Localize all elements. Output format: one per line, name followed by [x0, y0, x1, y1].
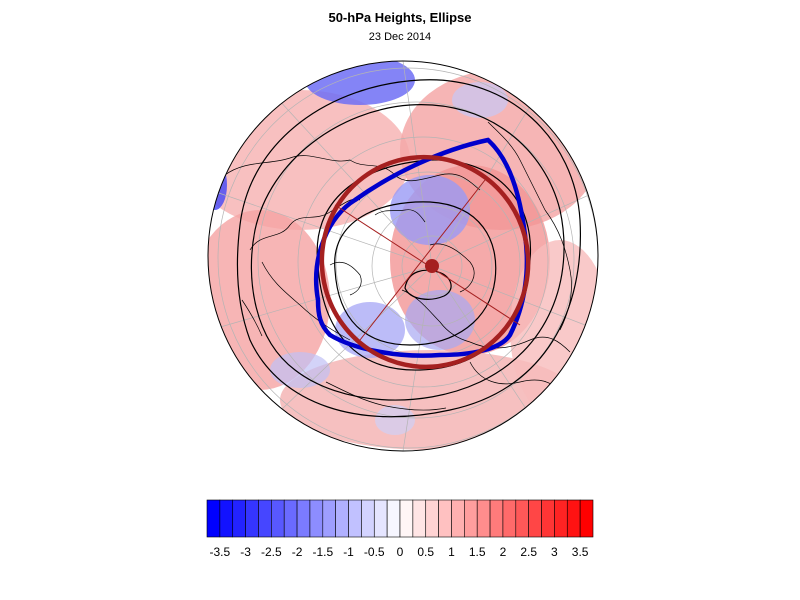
fitted-ellipse [319, 154, 531, 370]
colorbar-tick-label: -3 [240, 545, 251, 559]
colorbar-box [554, 499, 568, 538]
colorbar-box [579, 499, 594, 538]
colorbar-box [399, 499, 414, 538]
colorbar-tick-label: 3 [551, 545, 558, 559]
colorbar-tick-label: -1 [343, 545, 354, 559]
vortex-center-marker [425, 259, 439, 273]
colorbar-box [206, 499, 221, 538]
colorbar-box [219, 499, 234, 538]
colorbar-tick-label: -0.5 [364, 545, 385, 559]
height-contour [250, 104, 565, 401]
colorbar-box [348, 499, 362, 538]
colorbar-box [322, 499, 336, 538]
colorbar-box [489, 499, 504, 538]
height-contour [334, 201, 497, 346]
colorbar-box [245, 499, 259, 538]
colorbar-box [541, 499, 555, 538]
height-contour [236, 79, 582, 418]
anomaly-patch [375, 405, 415, 435]
colorbar-box [258, 499, 272, 538]
colorbar-box [283, 499, 298, 538]
colorbar-tick-label: -2.5 [261, 545, 282, 559]
colorbar-tick-label: 3.5 [572, 545, 589, 559]
polar-map [207, 60, 599, 452]
colorbar-box [373, 499, 388, 538]
colorbar-boxes [206, 499, 594, 538]
colorbar-box [528, 499, 542, 538]
colorbar-tick-label: 2 [500, 545, 507, 559]
colorbar-tick-label: -3.5 [210, 545, 231, 559]
colorbar-tick-label: 1.5 [469, 545, 486, 559]
anomaly-patch [390, 175, 470, 245]
graticule [209, 61, 598, 451]
height-contour [404, 269, 452, 300]
colorbar-box [309, 499, 324, 538]
colorbar-tick-label: 0 [397, 545, 404, 559]
globe-outline [207, 60, 599, 452]
colorbar-tick-labels: -3.5 -3 -2.5 -2 -1.5 -1 -0.5 0 0.5 1 1.5 2 2.5 3 3.5 [210, 545, 589, 559]
colorbar-box [464, 499, 478, 538]
colorbar-box [361, 499, 375, 538]
coastlines [224, 121, 572, 411]
colorbar-box [412, 499, 427, 538]
colorbar-tick-label: 0.5 [417, 545, 434, 559]
colorbar-tick-label: -1.5 [312, 545, 333, 559]
colorbar-box [476, 499, 491, 538]
colorbar-box [386, 499, 401, 538]
colorbar-box [515, 499, 529, 538]
colorbar-box [335, 499, 349, 538]
anomaly-patch [452, 82, 508, 118]
colorbar-tick-label: 2.5 [520, 545, 537, 559]
colorbar-box [438, 499, 452, 538]
page-title: 50-hPa Heights, Ellipse [328, 10, 472, 25]
colorbar-tick-label: 1 [448, 545, 455, 559]
colorbar-tick-label: -2 [292, 545, 303, 559]
colorbar-box [425, 499, 439, 538]
colorbar-box [271, 499, 285, 538]
colorbar-box [502, 499, 517, 538]
colorbar-box [232, 499, 246, 538]
colorbar-box [296, 499, 311, 538]
colorbar-box [566, 499, 581, 538]
page-subtitle: 23 Dec 2014 [368, 31, 432, 43]
colorbar-box [451, 499, 465, 538]
